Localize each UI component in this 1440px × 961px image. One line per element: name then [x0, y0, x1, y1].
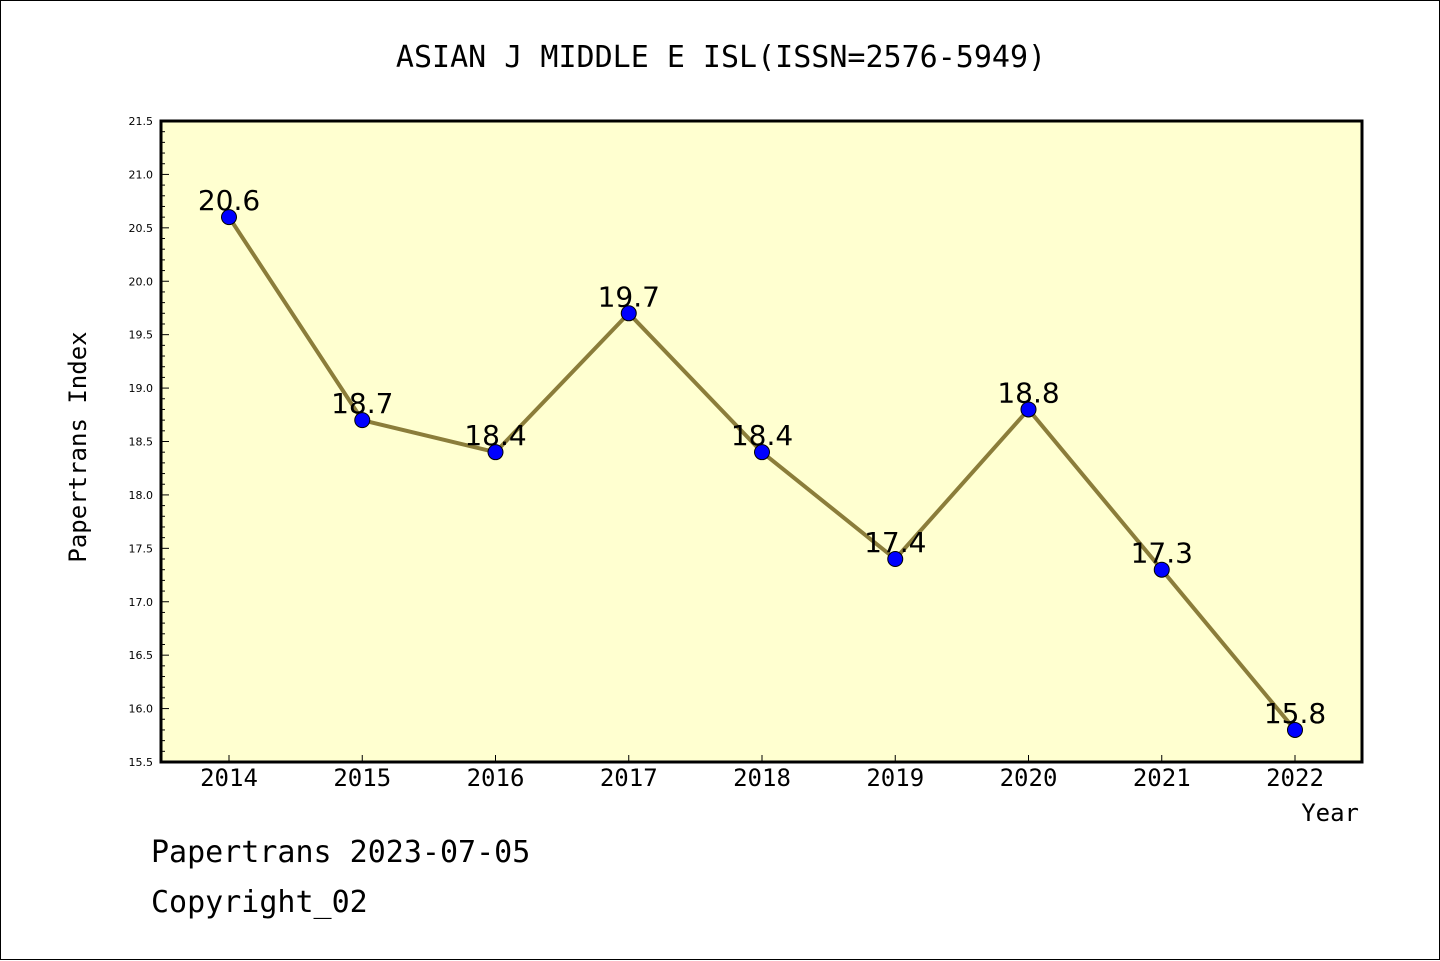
data-point: [487, 444, 504, 461]
x-tick-label: 2017: [600, 764, 658, 792]
x-tick-label: 2020: [1000, 764, 1058, 792]
data-label: 18.7: [331, 387, 393, 420]
plot-area: [159, 119, 1364, 764]
y-tick-label: 15.5: [129, 756, 154, 769]
y-tick-label: 21.5: [129, 115, 154, 128]
data-point: [1020, 401, 1037, 418]
x-tick-label: 2022: [1266, 764, 1324, 792]
data-point: [887, 551, 904, 568]
data-label: 20.6: [198, 184, 260, 217]
data-label: 17.3: [1131, 537, 1193, 570]
y-tick-label: 18.0: [129, 489, 154, 502]
x-tick-label: 2014: [200, 764, 258, 792]
y-tick-label: 18.5: [129, 436, 154, 449]
x-tick-label: 2015: [333, 764, 391, 792]
x-tick-label: 2019: [866, 764, 924, 792]
data-label: 18.4: [464, 419, 526, 452]
x-axis: 2014 2015 2016 2017 2018 2019 2020 2021 2022: [200, 755, 1324, 792]
data-point: [620, 305, 637, 322]
data-point: [354, 412, 371, 429]
y-tick-label: 16.5: [129, 649, 154, 662]
y-tick-label: 21.0: [129, 168, 154, 181]
y-axis: 15.5 16.0 16.5 17.0 17.5 18.0 18.5 19.0 19.5 20.0…: [129, 115, 169, 769]
data-label: 17.4: [864, 526, 926, 559]
copyright-text: Copyright_02: [151, 885, 368, 920]
y-tick-label: 17.5: [129, 542, 154, 555]
x-tick-label: 2021: [1133, 764, 1191, 792]
y-tick-label: 19.0: [129, 382, 154, 395]
x-axis-label: Year: [1301, 799, 1359, 827]
y-tick-label: 19.5: [129, 329, 154, 342]
data-point: [754, 444, 770, 461]
y-tick-label: 20.0: [129, 275, 154, 288]
y-tick-label: 20.5: [129, 222, 154, 235]
data-label: 18.8: [997, 376, 1059, 409]
data-label: 15.8: [1264, 697, 1326, 730]
data-point: [1287, 721, 1303, 738]
data-label: 18.4: [731, 419, 793, 452]
x-tick-label: 2018: [733, 764, 791, 792]
x-tick-label: 2016: [467, 764, 525, 792]
series-layer: 20.6 18.7 18.4 19.7 18.4 17.4 18.8 17.3 15.8: [198, 184, 1326, 738]
y-tick-label: 17.0: [129, 596, 154, 609]
y-axis-label: Papertrans Index: [64, 331, 92, 562]
y-tick-label: 16.0: [129, 703, 154, 716]
source-date-text: Papertrans 2023-07-05: [151, 835, 531, 870]
data-point: [1153, 561, 1170, 578]
data-point: [221, 209, 237, 226]
chart-title: ASIAN J MIDDLE E ISL(ISSN=2576-5949): [396, 40, 1046, 75]
data-label: 19.7: [598, 280, 660, 313]
